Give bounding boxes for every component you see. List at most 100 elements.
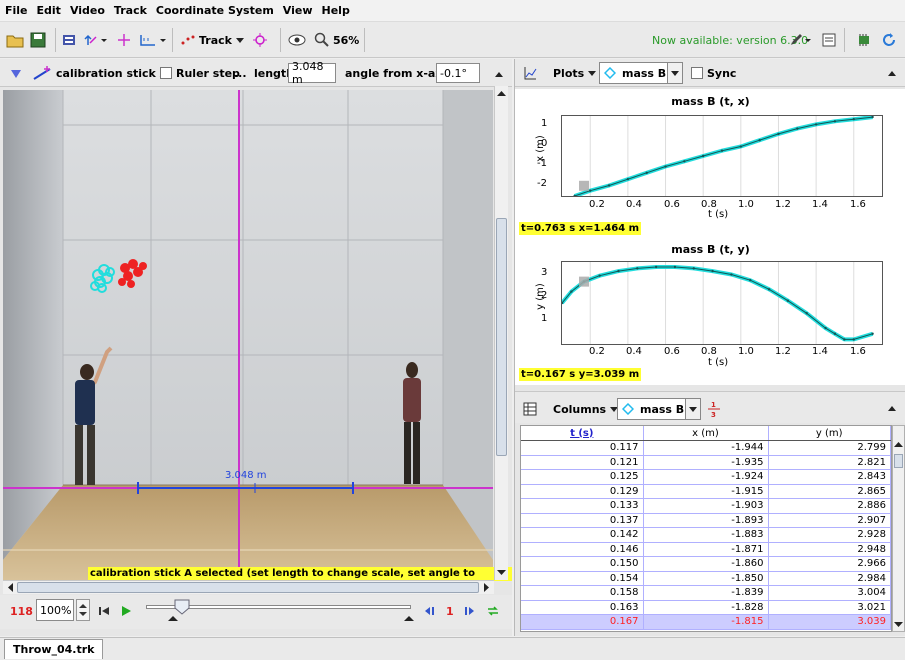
cell-y[interactable]: 3.039 — [768, 614, 891, 630]
file-tab[interactable]: Throw_04.trk — [4, 639, 104, 659]
data-point[interactable] — [560, 301, 564, 305]
calibration-tools-icon[interactable] — [138, 29, 168, 51]
cell-x[interactable]: -1.883 — [643, 527, 769, 543]
table-row[interactable]: 0.137 -1.893 2.907 — [521, 513, 891, 528]
plot-2-area[interactable] — [560, 261, 883, 345]
data-point[interactable] — [786, 299, 790, 302]
collapse-up-icon[interactable] — [494, 63, 504, 85]
data-point[interactable] — [701, 154, 705, 158]
pencil-icon[interactable] — [789, 29, 813, 51]
autotracker-icon[interactable] — [252, 29, 268, 51]
plot-1[interactable]: mass B (t, x) x (m) t (s) 1 0 -1 -2 0.2 … — [515, 89, 905, 239]
data-point[interactable] — [598, 274, 601, 277]
plots-menu-button[interactable]: Plots — [553, 62, 597, 84]
table-row[interactable]: 0.158 -1.839 3.004 — [521, 585, 891, 601]
data-point[interactable] — [749, 279, 752, 282]
cell-y[interactable]: 2.928 — [768, 527, 891, 543]
cell-t[interactable]: 0.146 — [521, 542, 644, 557]
table-row[interactable]: 0.117 -1.944 2.799 — [521, 440, 891, 456]
table-row[interactable]: 0.154 -1.850 2.984 — [521, 571, 891, 586]
data-point[interactable] — [833, 332, 837, 335]
cell-t[interactable]: 0.133 — [521, 498, 644, 514]
data-table[interactable]: t (s) x (m) y (m) 0.117 -1.944 2.799 0.121-… — [520, 425, 892, 632]
frame-slider-thumb[interactable] — [174, 599, 190, 618]
header-y[interactable]: y (m) — [768, 426, 891, 441]
columns-menu-button[interactable]: Columns — [553, 398, 619, 420]
cell-t[interactable]: 0.129 — [521, 484, 644, 499]
data-point[interactable] — [805, 312, 808, 315]
data-point[interactable] — [636, 267, 639, 270]
cell-x[interactable]: -1.815 — [643, 614, 769, 630]
calibration-stick[interactable] — [137, 482, 354, 494]
table-track-select[interactable]: mass B — [617, 398, 697, 420]
collapse-triangle-icon[interactable] — [10, 63, 22, 85]
video-frame[interactable]: 3.048 m — [3, 90, 493, 580]
save-icon[interactable] — [30, 29, 46, 51]
step-back-icon[interactable] — [424, 600, 436, 622]
cell-x[interactable]: -1.850 — [643, 571, 769, 586]
cell-y[interactable]: 2.799 — [768, 440, 891, 456]
tape-measure-icon[interactable] — [116, 29, 132, 51]
loop-icon[interactable] — [486, 600, 500, 622]
calibration-track-button[interactable]: calibration stick A — [32, 62, 168, 84]
table-row[interactable]: 0.133 -1.903 2.886 — [521, 498, 891, 514]
data-point[interactable] — [589, 189, 592, 192]
cell-y[interactable]: 2.843 — [768, 469, 891, 485]
table-scroll-thumb[interactable] — [894, 454, 903, 468]
menu-view[interactable]: View — [282, 4, 313, 17]
start-marker-icon[interactable] — [168, 615, 178, 622]
notes-icon[interactable] — [822, 29, 836, 51]
cell-y[interactable]: 2.948 — [768, 542, 891, 557]
table-scrollbar[interactable] — [892, 425, 905, 632]
cell-y[interactable]: 2.821 — [768, 455, 891, 470]
cell-y[interactable]: 2.886 — [768, 498, 891, 514]
play-icon[interactable] — [120, 600, 132, 622]
end-marker-icon[interactable] — [404, 615, 414, 622]
data-point[interactable] — [767, 288, 771, 291]
data-point[interactable] — [720, 149, 724, 152]
data-point[interactable] — [833, 120, 837, 123]
data-point[interactable] — [683, 160, 686, 163]
cell-t[interactable]: 0.121 — [521, 455, 644, 470]
menu-help[interactable]: Help — [321, 4, 350, 17]
ruler-step-checkbox[interactable]: Ruler step — [160, 62, 240, 84]
plot-track-dropdown[interactable] — [667, 62, 683, 84]
video-horizontal-scrollbar[interactable] — [3, 580, 494, 594]
step-size[interactable]: 1 — [446, 604, 454, 618]
menu-coordinate-system[interactable]: Coordinate System — [155, 4, 274, 17]
cell-x[interactable]: -1.839 — [643, 585, 769, 601]
plot-2[interactable]: mass B (t, y) y (m) t (s) 3 2 1 0.2 0.4 … — [515, 239, 905, 385]
cell-x[interactable]: -1.935 — [643, 455, 769, 470]
header-t[interactable]: t (s) — [521, 426, 644, 441]
data-point[interactable] — [871, 332, 874, 335]
cell-x[interactable]: -1.860 — [643, 556, 769, 572]
rate-spinner[interactable] — [76, 599, 90, 621]
plot-collapse-icon[interactable] — [887, 69, 897, 77]
data-point[interactable] — [617, 269, 620, 273]
reset-icon[interactable] — [98, 600, 110, 622]
data-point[interactable] — [758, 139, 761, 142]
data-point[interactable] — [843, 338, 846, 341]
cell-x[interactable]: -1.871 — [643, 542, 769, 557]
table-row[interactable]: 0.142 -1.883 2.928 — [521, 527, 891, 543]
step-forward-icon[interactable] — [463, 600, 475, 622]
data-point[interactable] — [730, 273, 733, 276]
menu-file[interactable]: File — [5, 4, 28, 17]
visibility-eye-icon[interactable] — [288, 29, 306, 51]
cell-y[interactable]: 3.004 — [768, 585, 891, 601]
more-button[interactable]: ... — [234, 66, 247, 80]
table-track-dropdown[interactable] — [685, 398, 701, 420]
open-folder-icon[interactable] — [6, 29, 24, 51]
cell-x[interactable]: -1.944 — [643, 440, 769, 456]
cell-y[interactable]: 2.865 — [768, 484, 891, 499]
refresh-icon[interactable] — [881, 29, 897, 51]
data-point[interactable] — [871, 115, 874, 119]
cell-x[interactable]: -1.903 — [643, 498, 769, 514]
cell-y[interactable]: 2.984 — [768, 571, 891, 586]
coordinate-axes-icon[interactable] — [82, 29, 108, 51]
cell-y[interactable]: 2.966 — [768, 556, 891, 572]
selected-point-marker[interactable] — [579, 276, 590, 287]
cell-t[interactable]: 0.117 — [521, 440, 644, 456]
video-hscroll-thumb[interactable] — [17, 582, 479, 593]
